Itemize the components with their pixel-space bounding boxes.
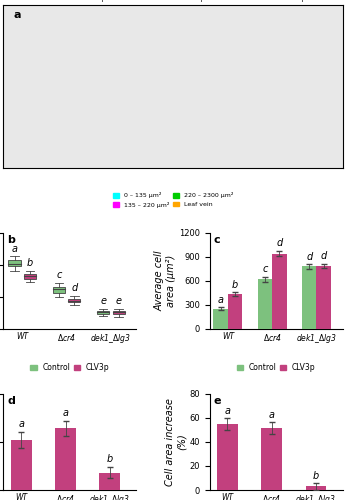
Text: c: c xyxy=(213,234,220,244)
Bar xyxy=(68,299,81,302)
Text: a: a xyxy=(268,410,275,420)
Text: a: a xyxy=(11,244,18,254)
Text: a: a xyxy=(18,420,24,430)
Text: d: d xyxy=(276,238,282,248)
Bar xyxy=(112,311,125,314)
Bar xyxy=(258,279,272,329)
Text: +: + xyxy=(98,0,105,4)
Bar xyxy=(272,254,286,329)
Bar xyxy=(317,266,331,329)
Text: +: + xyxy=(197,0,203,4)
Bar xyxy=(228,294,242,329)
Bar xyxy=(261,428,282,490)
Text: b: b xyxy=(232,280,238,290)
Bar xyxy=(306,486,326,490)
Bar xyxy=(100,472,120,490)
Text: d: d xyxy=(8,396,15,406)
Y-axis label: Average cell
area (µm²): Average cell area (µm²) xyxy=(154,250,176,311)
Bar xyxy=(11,440,31,490)
Y-axis label: Cell area increase
(%): Cell area increase (%) xyxy=(165,398,186,486)
Text: a: a xyxy=(63,408,69,418)
Text: b: b xyxy=(27,258,33,268)
Text: d: d xyxy=(321,251,327,261)
Bar xyxy=(55,428,76,490)
Text: b: b xyxy=(107,454,113,464)
Legend: Control, CLV3p: Control, CLV3p xyxy=(27,360,112,375)
Text: -: - xyxy=(29,0,32,4)
Text: -: - xyxy=(144,0,147,4)
Text: +: + xyxy=(298,0,305,4)
Text: a: a xyxy=(218,295,224,305)
Text: e: e xyxy=(100,296,106,306)
Bar xyxy=(24,274,36,278)
Text: c: c xyxy=(262,264,268,274)
Text: b: b xyxy=(313,471,319,481)
Text: e: e xyxy=(213,396,221,406)
Text: d: d xyxy=(306,252,312,262)
Bar xyxy=(53,286,65,292)
Bar xyxy=(302,266,317,329)
Bar xyxy=(8,260,21,266)
Text: -: - xyxy=(246,0,249,4)
Text: b: b xyxy=(8,234,15,244)
Bar xyxy=(213,309,228,329)
Text: a: a xyxy=(13,10,21,20)
Text: e: e xyxy=(116,296,122,306)
Legend: 0 – 135 μm², 135 – 220 μm², 220 – 2300 μm², Leaf vein: 0 – 135 μm², 135 – 220 μm², 220 – 2300 μ… xyxy=(110,190,236,210)
Text: c: c xyxy=(56,270,62,280)
Bar xyxy=(217,424,238,490)
Text: d: d xyxy=(71,283,78,293)
Bar xyxy=(97,311,109,314)
Legend: Control, CLV3p: Control, CLV3p xyxy=(234,360,319,375)
Text: a: a xyxy=(224,406,230,416)
